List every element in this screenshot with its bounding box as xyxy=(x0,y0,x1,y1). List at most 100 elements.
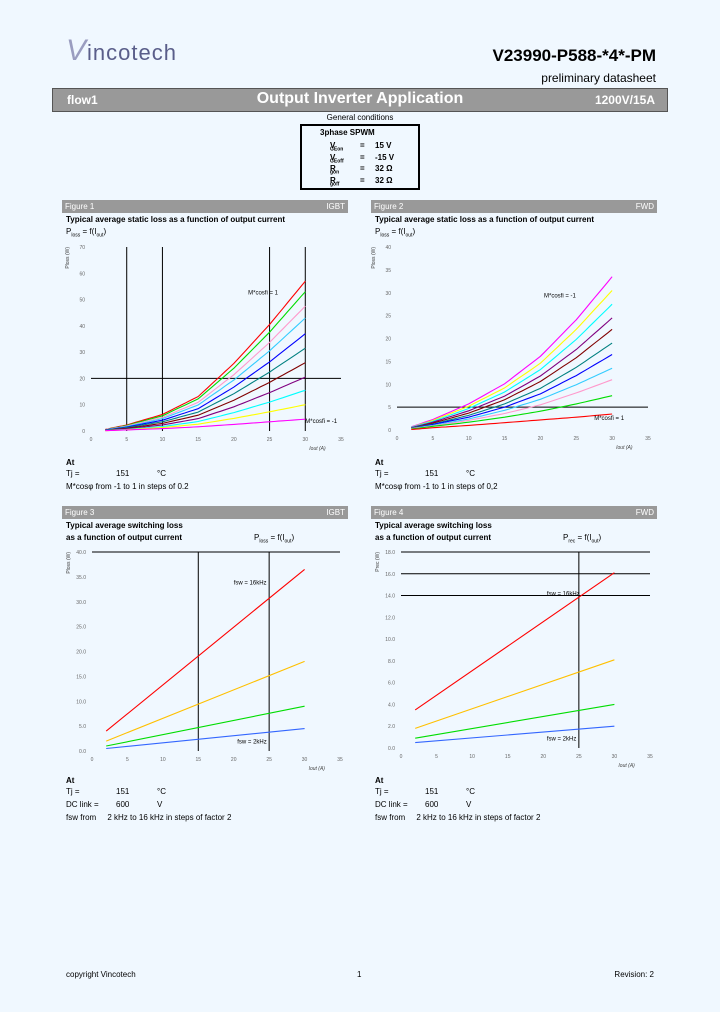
figure-title: Typical average switching loss xyxy=(375,521,492,530)
x-tick-label: 15 xyxy=(195,437,201,443)
condition-symbol: V xyxy=(330,152,336,162)
part-number: V23990-P588-*4*-PM xyxy=(492,46,656,65)
x-tick-label: 20 xyxy=(541,754,547,760)
temp-unit: °C xyxy=(157,787,166,796)
figure-title: Typical average static loss as a functio… xyxy=(375,215,595,224)
condition-equals: = xyxy=(360,175,365,185)
figure-title: Typical average static loss as a functio… xyxy=(66,215,286,224)
y-tick-label: 15.0 xyxy=(76,674,86,680)
figure-note: M*cosφ from -1 to 1 in steps of 0.2 xyxy=(66,482,189,491)
series-line xyxy=(105,280,306,430)
conditions-mode: 3phase SPWM xyxy=(320,128,375,137)
condition-symbol: R xyxy=(330,164,336,173)
at-label: At xyxy=(375,776,384,785)
figure-4: Figure 4 FWD Typical average switching l… xyxy=(371,506,657,822)
x-tick-label: 5 xyxy=(125,437,128,443)
temp-label: Tj = xyxy=(66,469,80,478)
temp-label: Tj = xyxy=(375,469,389,478)
x-tick-label: 10 xyxy=(160,757,166,763)
y-tick-label: 2.0 xyxy=(388,724,395,730)
at-label: At xyxy=(66,458,75,467)
figure-header: Figure 1 IGBT xyxy=(62,200,348,213)
y-tick-label: 10.0 xyxy=(385,637,395,643)
chart-annotation: M*cosfi = 1 xyxy=(594,416,625,422)
dc-link-unit: V xyxy=(466,800,472,809)
condition-value: 15 V xyxy=(375,141,392,150)
series-line xyxy=(415,725,615,744)
footer-revision: Revision: 2 xyxy=(614,970,654,979)
figure-3: Figure 3 IGBT Typical average switching … xyxy=(62,506,348,822)
x-tick-label: 25 xyxy=(266,757,272,763)
dc-link-value: 600 xyxy=(116,800,130,809)
condition-subscript: gon xyxy=(330,169,340,176)
x-axis-label: Iout (A) xyxy=(616,445,633,451)
doc-type: preliminary datasheet xyxy=(541,71,656,85)
condition-equals: = xyxy=(360,152,365,162)
bar-title: Output Inverter Application xyxy=(256,90,464,107)
series-line xyxy=(105,660,305,742)
y-tick-label: 20.0 xyxy=(76,650,86,656)
series-line xyxy=(106,705,305,747)
x-tick-label: 15 xyxy=(505,754,511,760)
x-tick-label: 10 xyxy=(469,754,475,760)
x-tick-label: 30 xyxy=(612,754,618,760)
y-tick-label: 60 xyxy=(79,271,85,277)
series-line xyxy=(415,659,615,729)
y-axis-label: Ploss (W) xyxy=(371,247,377,269)
temp-value: 151 xyxy=(425,469,439,478)
chart-annotation: fsw = 2kHz xyxy=(237,740,267,746)
x-tick-label: 30 xyxy=(609,436,615,442)
figure-formula: Ploss = f(Iout) xyxy=(254,533,295,545)
figure-header: Figure 3 IGBT xyxy=(62,506,348,519)
y-tick-label: 30 xyxy=(385,291,391,297)
figure-label: Figure 2 xyxy=(374,202,404,211)
condition-equals: = xyxy=(360,141,365,150)
series-line xyxy=(411,413,613,431)
bar-left: flow1 xyxy=(67,93,98,107)
x-tick-label: 25 xyxy=(574,436,580,442)
y-axis-label: Ploss (W) xyxy=(65,247,71,269)
series-line xyxy=(411,276,613,428)
y-tick-label: 0.0 xyxy=(388,746,395,752)
condition-value: 32 Ω xyxy=(375,175,393,185)
x-axis-label: Iout (A) xyxy=(618,763,635,769)
figure-tag: FWD xyxy=(635,202,654,211)
figure-note: fsw from 2 kHz to 16 kHz in steps of fac… xyxy=(66,813,232,822)
dc-link-label: DC link = xyxy=(375,800,408,809)
y-tick-label: 35 xyxy=(385,268,391,274)
condition-value: -15 V xyxy=(375,152,395,162)
y-tick-label: 18.0 xyxy=(385,550,395,556)
x-tick-label: 35 xyxy=(338,437,344,443)
x-tick-label: 20 xyxy=(231,757,237,763)
x-tick-label: 20 xyxy=(538,436,544,442)
y-tick-label: 5 xyxy=(388,405,391,411)
temp-label: Tj = xyxy=(375,787,389,796)
y-tick-label: 15 xyxy=(385,359,391,365)
x-tick-label: 20 xyxy=(231,437,237,443)
series-line xyxy=(105,317,306,431)
figure-tag: IGBT xyxy=(326,202,345,211)
chart-3: 0 5 10 15 20 25 30 35 0.0 5.0 10.0 15.0 20.0 25.0 30.0… xyxy=(66,550,343,772)
at-label: At xyxy=(66,776,75,785)
chart-annotation: fsw = 16kHz xyxy=(234,580,267,586)
dc-link-label: DC link = xyxy=(66,800,99,809)
temp-label: Tj = xyxy=(66,787,80,796)
y-tick-label: 12.0 xyxy=(385,615,395,621)
x-tick-label: 35 xyxy=(337,757,343,763)
y-axis-label: Prec (W) xyxy=(375,552,381,572)
y-tick-label: 20 xyxy=(79,376,85,382)
y-tick-label: 30 xyxy=(79,350,85,356)
figure-formula: Ploss = f(Iout) xyxy=(375,227,416,239)
chart-4: 0 5 10 15 20 25 30 35 0.0 2.0 4.0 6.0 8.0 10.0 12.0 14.… xyxy=(375,550,653,769)
figure-title: Typical average switching loss xyxy=(66,521,183,530)
x-tick-label: 5 xyxy=(126,757,129,763)
figure-label: Figure 1 xyxy=(65,202,95,211)
y-tick-label: 0 xyxy=(388,428,391,434)
figure-formula: Prec = f(Iout) xyxy=(563,533,602,545)
series-line xyxy=(411,328,613,429)
x-tick-label: 35 xyxy=(647,754,653,760)
temp-unit: °C xyxy=(466,469,475,478)
series-line xyxy=(411,354,613,430)
figure-formula: Ploss = f(Iout) xyxy=(66,227,107,239)
y-tick-label: 25.0 xyxy=(76,625,86,631)
